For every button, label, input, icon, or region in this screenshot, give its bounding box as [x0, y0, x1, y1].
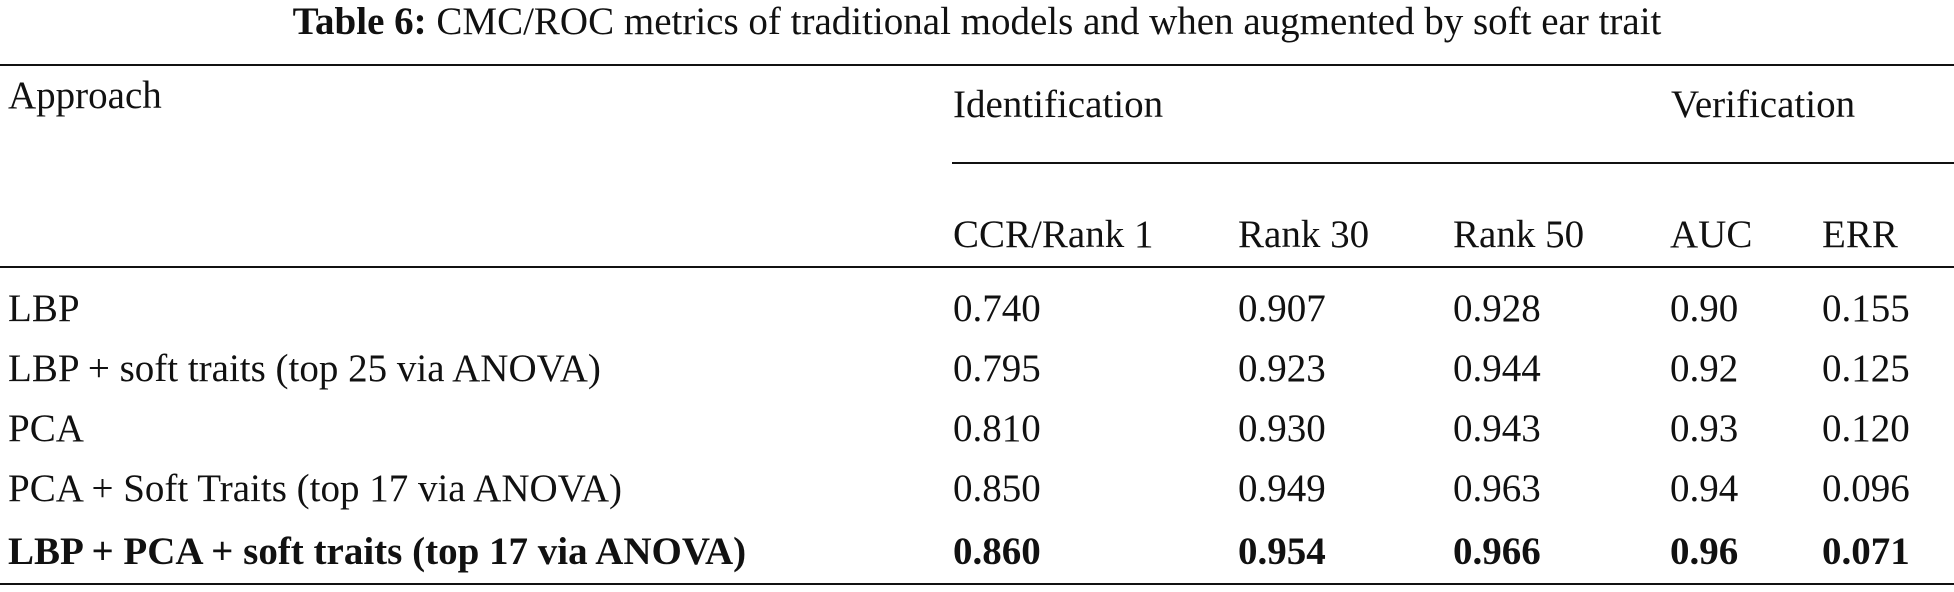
row-approach: PCA + Soft Traits (top 17 via ANOVA): [8, 467, 622, 510]
row-auc: 0.90: [1670, 287, 1739, 330]
header-auc: AUC: [1670, 213, 1753, 256]
header-rank30: Rank 30: [1238, 213, 1370, 256]
row-rank50: 0.944: [1453, 347, 1541, 390]
header-ccr-rank1: CCR/Rank 1: [953, 213, 1154, 256]
row-rank30: 0.907: [1238, 287, 1326, 330]
row-ccr-rank1: 0.740: [953, 287, 1041, 330]
row-ccr-rank1: 0.810: [953, 407, 1041, 450]
caption-text: CMC/ROC metrics of traditional models an…: [436, 0, 1662, 43]
row-err: 0.125: [1822, 347, 1910, 390]
row-auc: 0.92: [1670, 347, 1739, 390]
row-rank50: 0.928: [1453, 287, 1541, 330]
top-rule: [0, 64, 1954, 66]
row-ccr-rank1: 0.850: [953, 467, 1041, 510]
header-rule: [0, 266, 1954, 268]
row-rank50: 0.943: [1453, 407, 1541, 450]
row-auc: 0.94: [1670, 467, 1739, 510]
row-rank30: 0.954: [1238, 530, 1326, 573]
row-auc: 0.96: [1670, 530, 1739, 573]
row-rank30: 0.949: [1238, 467, 1326, 510]
row-rank50: 0.963: [1453, 467, 1541, 510]
header-verification: Verification: [1671, 83, 1856, 126]
row-ccr-rank1: 0.795: [953, 347, 1041, 390]
header-approach: Approach: [8, 74, 162, 117]
header-err: ERR: [1822, 213, 1898, 256]
identification-rule: [952, 162, 1954, 164]
row-approach: LBP: [8, 287, 80, 330]
row-err: 0.155: [1822, 287, 1910, 330]
row-approach: LBP + soft traits (top 25 via ANOVA): [8, 347, 601, 390]
header-identification: Identification: [953, 83, 1164, 126]
row-rank30: 0.923: [1238, 347, 1326, 390]
row-approach: PCA: [8, 407, 84, 450]
row-rank50: 0.966: [1453, 530, 1541, 573]
row-err: 0.096: [1822, 467, 1910, 510]
row-rank30: 0.930: [1238, 407, 1326, 450]
row-ccr-rank1: 0.860: [953, 530, 1041, 573]
row-auc: 0.93: [1670, 407, 1739, 450]
header-rank50: Rank 50: [1453, 213, 1585, 256]
row-approach: LBP + PCA + soft traits (top 17 via ANOV…: [8, 530, 747, 573]
bottom-rule: [0, 583, 1954, 585]
row-err: 0.071: [1822, 530, 1910, 573]
table-caption: Table 6: CMC/ROC metrics of traditional …: [0, 0, 1954, 50]
row-err: 0.120: [1822, 407, 1910, 450]
caption-label: Table 6:: [292, 0, 427, 43]
